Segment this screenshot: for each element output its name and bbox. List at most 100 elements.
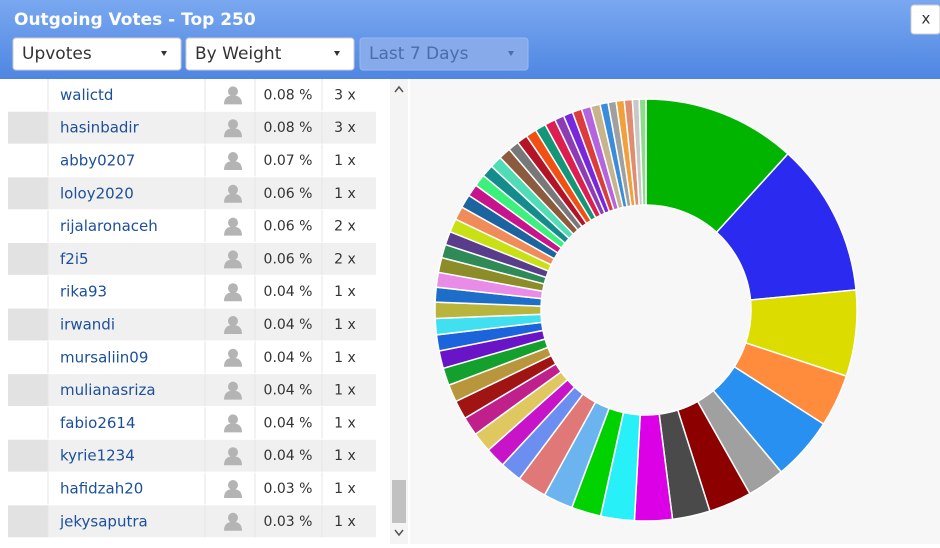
row bbox=[8, 111, 376, 144]
scroll-down[interactable] bbox=[394, 529, 404, 537]
user-icon bbox=[224, 456, 242, 466]
row bbox=[8, 472, 376, 505]
vote-weight: 0.04 % bbox=[264, 317, 313, 333]
row bbox=[8, 210, 376, 242]
vote-count: 1 x bbox=[334, 317, 356, 333]
account-name[interactable]: jekysaputra bbox=[59, 512, 148, 530]
row-lead bbox=[8, 407, 48, 439]
vote-count: 2 x bbox=[334, 219, 356, 235]
row bbox=[8, 275, 376, 308]
user-icon bbox=[228, 480, 238, 490]
user-icon bbox=[228, 217, 238, 228]
row-lead bbox=[8, 275, 48, 308]
account-name[interactable]: loloy2020 bbox=[60, 184, 134, 202]
vote-weight: 0.08 % bbox=[264, 120, 313, 136]
row-lead bbox=[8, 472, 48, 505]
row-lead bbox=[8, 341, 48, 374]
row-lead bbox=[8, 79, 48, 111]
user-icon bbox=[224, 161, 242, 170]
vote-count: 1 x bbox=[334, 350, 356, 366]
title: Outgoing Votes - Top 250 bbox=[14, 10, 256, 30]
vote-count: 1 x bbox=[334, 481, 356, 497]
scroll-up[interactable] bbox=[394, 85, 404, 93]
user-icon bbox=[228, 512, 238, 523]
vote-weight: 0.04 % bbox=[264, 383, 313, 399]
account-name[interactable]: mulianasriza bbox=[60, 381, 156, 399]
vote-count: 1 x bbox=[334, 284, 356, 300]
vote-count: 1 x bbox=[334, 448, 356, 464]
close-button[interactable] bbox=[910, 4, 940, 35]
vote-weight: 0.03 % bbox=[264, 481, 313, 497]
type-select-label[interactable]: Upvotes bbox=[22, 44, 92, 64]
user-icon bbox=[224, 390, 242, 400]
row bbox=[8, 308, 376, 341]
vote-weight: 0.04 % bbox=[264, 284, 313, 300]
user-icon bbox=[224, 193, 242, 203]
user-icon bbox=[228, 414, 238, 425]
row bbox=[8, 407, 376, 439]
vote-count: 1 x bbox=[334, 383, 356, 399]
row bbox=[8, 144, 376, 177]
vote-weight: 0.04 % bbox=[264, 448, 313, 464]
vote-weight: 0.04 % bbox=[264, 415, 313, 431]
user-icon bbox=[228, 119, 238, 130]
vote-count: 3 x bbox=[334, 87, 356, 103]
type-select[interactable] bbox=[12, 37, 182, 71]
user-icon bbox=[224, 325, 242, 334]
user-icon bbox=[228, 447, 238, 458]
vote-count: 1 x bbox=[334, 153, 356, 169]
scroll-thumb[interactable] bbox=[392, 480, 406, 523]
row-lead bbox=[8, 210, 48, 242]
vote-weight: 0.08 % bbox=[264, 87, 313, 103]
account-name[interactable]: rika93 bbox=[60, 283, 107, 301]
account-name[interactable]: walictd bbox=[60, 86, 113, 104]
period-select bbox=[359, 37, 529, 71]
vote-weight: 0.06 % bbox=[264, 186, 313, 202]
vote-count: 3 x bbox=[334, 120, 356, 136]
dropdown-arrow bbox=[508, 51, 514, 56]
user-icon bbox=[224, 521, 242, 531]
account-name[interactable]: kyrie1234 bbox=[60, 447, 135, 465]
row-lead bbox=[8, 308, 48, 341]
row-lead bbox=[8, 177, 48, 210]
vote-count: 2 x bbox=[334, 251, 356, 267]
dropdown-arrow bbox=[161, 51, 167, 56]
row bbox=[8, 505, 376, 538]
account-name[interactable]: mursaliin09 bbox=[60, 348, 148, 366]
account-name[interactable]: rijalaronaceh bbox=[60, 217, 158, 235]
user-icon bbox=[228, 348, 238, 359]
user-icon bbox=[228, 316, 238, 326]
user-icon bbox=[228, 250, 238, 261]
account-name[interactable]: fabio2614 bbox=[60, 414, 136, 432]
close-label[interactable]: x bbox=[922, 10, 931, 28]
user-icon bbox=[224, 128, 242, 138]
user-icon bbox=[228, 381, 238, 392]
vote-count: 1 x bbox=[334, 415, 356, 431]
scrollbar[interactable] bbox=[390, 79, 408, 544]
row-lead bbox=[8, 374, 48, 406]
row bbox=[8, 341, 376, 374]
dropdown-arrow bbox=[334, 51, 340, 56]
vote-weight: 0.03 % bbox=[264, 514, 313, 530]
vote-weight: 0.06 % bbox=[264, 251, 313, 267]
row bbox=[8, 243, 376, 275]
vote-table: walictd 0.08 % 3 x hasinbadir 0.08 % 3 x abby0… bbox=[8, 79, 376, 538]
account-name[interactable]: hasinbadir bbox=[60, 119, 140, 137]
row bbox=[8, 374, 376, 406]
account-name[interactable]: f2i5 bbox=[60, 250, 89, 268]
account-name[interactable]: hafidzah20 bbox=[60, 480, 143, 498]
sort-select-label[interactable]: By Weight bbox=[195, 44, 282, 64]
sort-select[interactable] bbox=[185, 37, 355, 71]
period-select-label: Last 7 Days bbox=[369, 44, 469, 64]
donut-segment[interactable] bbox=[638, 98, 647, 206]
user-icon bbox=[224, 489, 242, 498]
row-lead bbox=[8, 505, 48, 538]
account-name[interactable]: irwandi bbox=[60, 316, 115, 334]
user-icon bbox=[228, 152, 238, 162]
user-icon bbox=[228, 184, 238, 195]
account-name[interactable]: abby0207 bbox=[60, 152, 135, 170]
row-lead bbox=[8, 111, 48, 144]
row bbox=[8, 177, 376, 210]
donut-chart bbox=[434, 98, 858, 522]
user-icon bbox=[228, 283, 238, 294]
